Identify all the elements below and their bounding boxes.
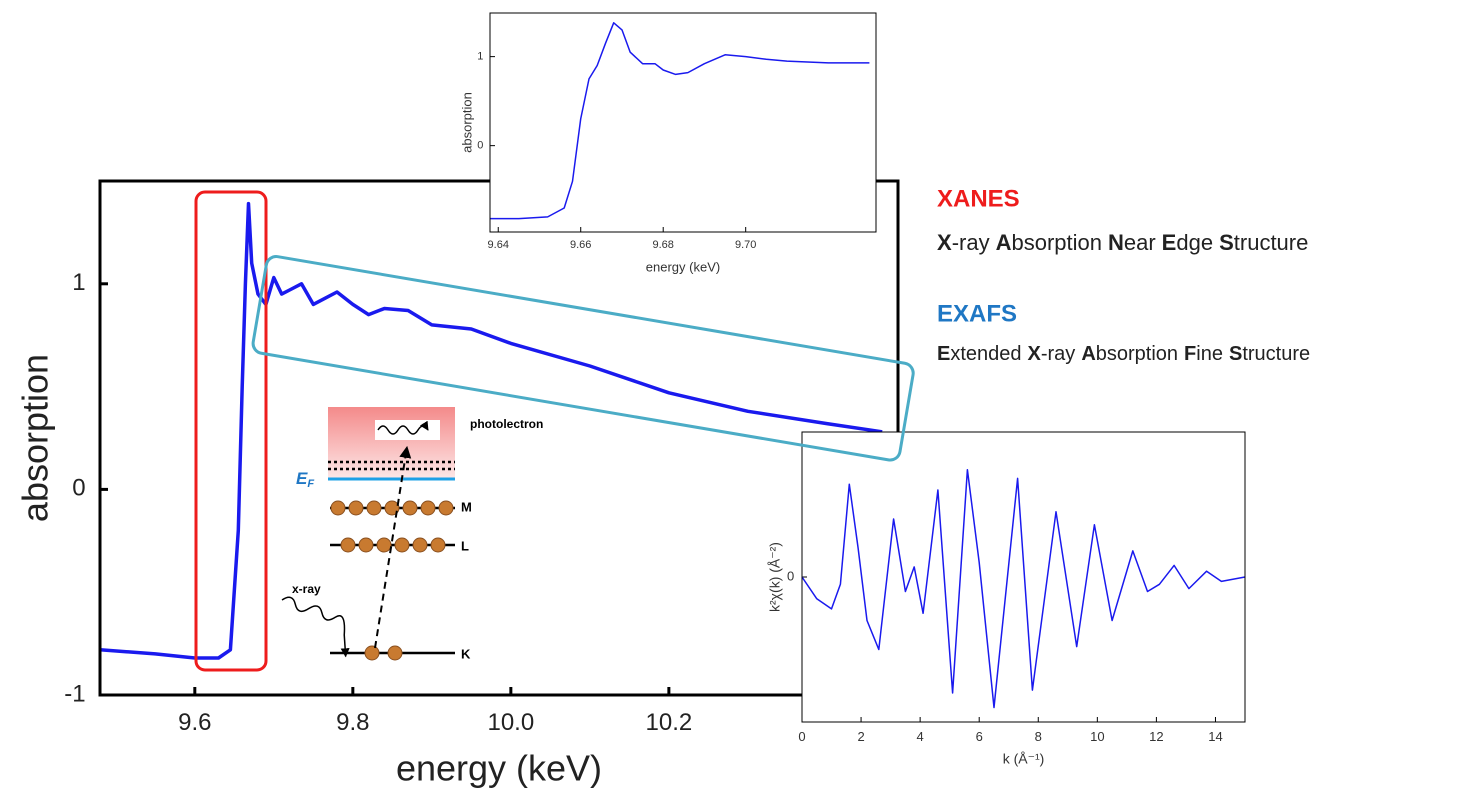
initial: F	[1184, 343, 1196, 365]
y-tick-label: -1	[64, 680, 85, 707]
band	[328, 407, 455, 478]
y-tick-label: 1	[72, 269, 85, 296]
initial: A	[996, 230, 1012, 255]
initial: S	[1229, 343, 1242, 365]
electron	[430, 537, 446, 553]
electron	[384, 500, 400, 516]
transition	[374, 445, 412, 649]
plot-frame	[489, 12, 877, 233]
shell-label: K	[461, 646, 471, 661]
y-tick-label: 0	[72, 475, 85, 502]
plot-frame	[801, 431, 1246, 723]
x-tick-label: 10	[1090, 729, 1104, 744]
initial: E	[937, 343, 950, 365]
x-tick-label: 10.2	[646, 709, 693, 736]
shell-label: L	[461, 538, 469, 553]
x-axis-label: energy (keV)	[646, 259, 720, 274]
electron	[340, 537, 356, 553]
initial: X	[937, 230, 952, 255]
word-rest: -ray	[1041, 343, 1075, 365]
y-axis-label: absorption	[15, 354, 56, 522]
word-rest: bsorption	[1096, 343, 1178, 365]
fermi-sub: F	[307, 478, 314, 490]
xray-wave	[281, 596, 350, 658]
x-tick-label: 9.70	[735, 239, 756, 251]
initial: X	[1028, 343, 1042, 365]
exafs-phrase: Extended X-ray Absorption Fine Structure	[937, 343, 1310, 365]
y-tick-label: 0	[787, 568, 794, 583]
word-rest: xtended	[950, 343, 1021, 365]
x-axis-label: energy (keV)	[396, 748, 602, 789]
initial: S	[1219, 230, 1234, 255]
electron	[394, 537, 410, 553]
initial: N	[1108, 230, 1124, 255]
initial: A	[1081, 343, 1095, 365]
x-tick-label: 9.66	[570, 239, 591, 251]
plot-background	[100, 181, 898, 695]
electron	[366, 500, 382, 516]
wave	[377, 420, 429, 435]
electron	[330, 500, 346, 516]
electron	[402, 500, 418, 516]
x-tick-label: 8	[1035, 729, 1042, 744]
word-rest: ine	[1196, 343, 1223, 365]
absorption-diagram: photolectron EF M L K x-ray	[281, 407, 543, 661]
electron	[364, 645, 380, 661]
word-rest: -ray	[952, 230, 990, 255]
x-tick-label: 0	[798, 729, 805, 744]
xanes-inset: 9.64 9.66 9.68 9.70 0 1 energy (keV) absorption	[459, 12, 877, 274]
electron	[358, 537, 374, 553]
word-rest: tructure	[1242, 343, 1310, 365]
x-tick-label: 4	[917, 729, 924, 744]
x-axis-label: k (Å⁻¹)	[1003, 751, 1045, 767]
xanes-region	[194, 190, 268, 672]
plot-background	[490, 13, 876, 232]
x-tick-label: 10.0	[487, 709, 534, 736]
word-rest: bsorption	[1011, 230, 1102, 255]
electron	[376, 537, 392, 553]
x-tick-label: 12	[1149, 729, 1163, 744]
word-rest: dge	[1176, 230, 1213, 255]
electron	[387, 645, 403, 661]
data-line	[99, 201, 883, 660]
data-line	[801, 468, 1246, 709]
main-chart: 9.6 9.8 10.0 10.2 -1 0 1 energy (keV) absorption	[15, 179, 900, 789]
exafs-title: EXAFS	[937, 300, 1017, 327]
photoelectron-label: photolectron	[470, 417, 543, 431]
electron	[412, 537, 428, 553]
x-tick-label: 9.64	[488, 239, 509, 251]
word-rest: tructure	[1234, 230, 1309, 255]
xanes-title: XANES	[937, 185, 1020, 212]
y-tick-label: 1	[477, 51, 483, 63]
exafs-region	[251, 255, 915, 462]
plot-background	[802, 432, 1245, 722]
x-tick-label: 2	[857, 729, 864, 744]
data-line	[490, 22, 870, 220]
word-rest: ear	[1124, 230, 1156, 255]
fermi-e: E	[296, 469, 308, 488]
electron	[420, 500, 436, 516]
electron	[438, 500, 454, 516]
initial: E	[1162, 230, 1177, 255]
electrons	[330, 500, 454, 661]
xray-label: x-ray	[292, 582, 321, 596]
electron	[348, 500, 364, 516]
shell-label: M	[461, 499, 472, 514]
x-tick-label: 9.68	[652, 239, 673, 251]
x-tick-label: 9.6	[178, 709, 211, 736]
exafs-inset: 0 2 4 6 8 10 12 14 0 k (Å⁻¹) k²χ(k) (Å⁻²)	[767, 431, 1246, 767]
xanes-phrase: X-ray Absorption Near Edge Structure	[937, 230, 1308, 255]
x-tick-label: 6	[976, 729, 983, 744]
fermi-label: EF	[296, 469, 314, 489]
x-tick-label: 14	[1208, 729, 1222, 744]
y-tick-label: 0	[477, 140, 483, 152]
x-tick-label: 9.8	[336, 709, 369, 736]
y-axis-label: k²χ(k) (Å⁻²)	[767, 542, 783, 612]
y-axis-label: absorption	[459, 92, 474, 153]
